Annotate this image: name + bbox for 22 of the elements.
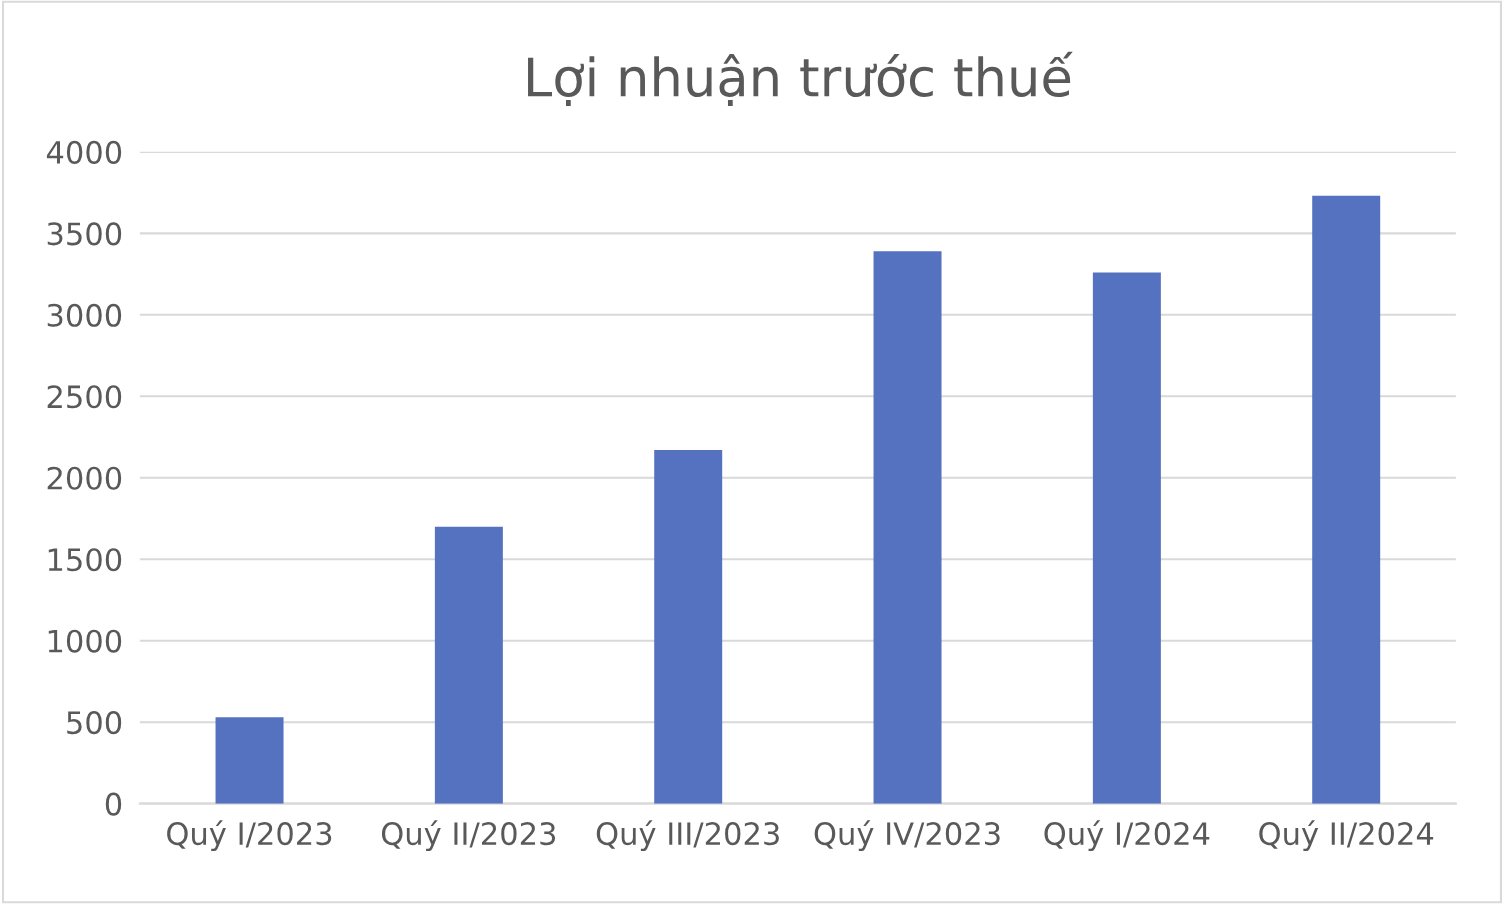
bar <box>1312 195 1381 804</box>
y-tick-label: 1500 <box>48 548 122 572</box>
bar <box>1092 272 1161 804</box>
x-tick-label: Quý I/2023 <box>167 820 332 852</box>
x-tick-label: Quý I/2024 <box>1044 820 1210 852</box>
bar <box>654 450 723 804</box>
chart-title: Lợi nhuận trước thuế <box>528 51 1073 106</box>
y-tick-label: 3000 <box>47 303 122 327</box>
y-tick-label: 4000 <box>46 140 122 164</box>
x-tick-label: Quý II/2023 <box>381 820 556 852</box>
y-tick-label: 500 <box>67 711 122 735</box>
y-tick-label: 3500 <box>47 222 122 246</box>
y-tick-label: 1000 <box>48 629 122 653</box>
y-tick-label: 0 <box>105 792 122 816</box>
y-tick-label: 2500 <box>47 385 122 409</box>
bar <box>873 251 942 804</box>
x-tick-label: Quý III/2023 <box>596 820 779 852</box>
y-tick-label: 2000 <box>47 466 122 490</box>
bar <box>434 526 503 804</box>
bar <box>215 717 284 804</box>
x-tick-label: Quý II/2024 <box>1259 820 1434 852</box>
x-tick-label: Quý IV/2023 <box>814 820 1000 852</box>
